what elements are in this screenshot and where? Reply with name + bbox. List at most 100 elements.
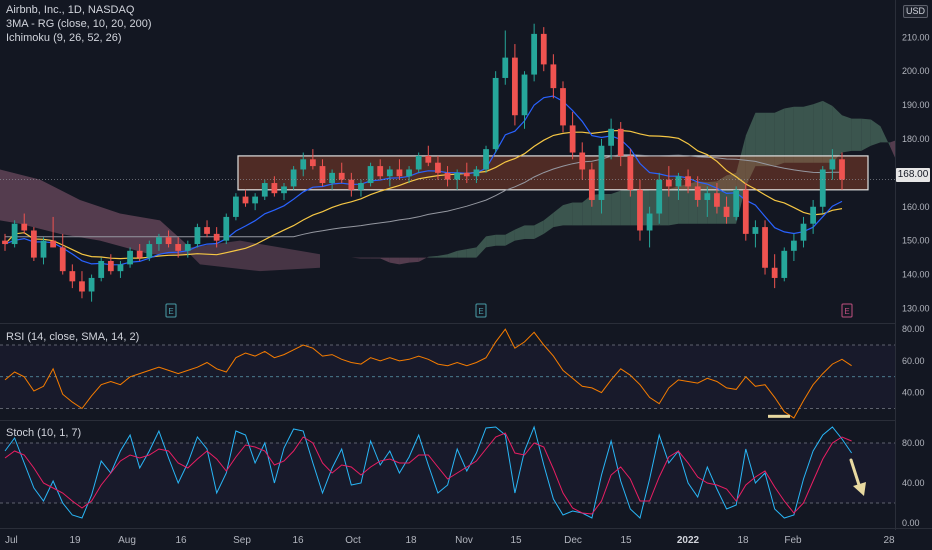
candle (781, 247, 788, 282)
candle-body (733, 189, 740, 217)
price-tick-label: 160.00 (902, 202, 930, 212)
earnings-marker-box (475, 303, 487, 318)
cloud-segment (351, 257, 361, 259)
cloud-segment (476, 236, 487, 258)
ma-legend[interactable]: 3MA - RG (close, 10, 20, 200) (6, 18, 152, 30)
earnings-marker: E (165, 303, 177, 318)
stoch-tick-label: 80.00 (902, 438, 925, 448)
candle-body (617, 128, 624, 156)
time-tick-label: 18 (737, 535, 749, 546)
time-tick-label: Feb (784, 535, 802, 546)
ichimoku-cloud (0, 100, 895, 272)
symbol-title[interactable]: Airbnb, Inc., 1D, NASDAQ (6, 4, 135, 16)
candle-body (473, 169, 480, 177)
candle-body (483, 149, 489, 170)
stoch-legend[interactable]: Stoch (10, 1, 7) (6, 427, 82, 439)
candle (242, 189, 249, 207)
time-tick-label: 16 (292, 535, 304, 546)
candle (463, 162, 470, 184)
cloud-segment (890, 140, 895, 158)
candle-body (771, 267, 778, 278)
price-tick-label: 140.00 (902, 270, 930, 280)
candle (69, 264, 76, 289)
stoch-tick-label: 40.00 (902, 478, 925, 488)
time-tick-label: 18 (405, 535, 417, 546)
candle-body (569, 125, 576, 153)
candle-body (233, 196, 239, 217)
candle-body (435, 162, 441, 173)
candle-body (338, 172, 345, 180)
candle-body (694, 186, 701, 200)
candle (98, 257, 105, 282)
currency-button[interactable]: USD (903, 5, 929, 18)
candle-body (136, 250, 143, 258)
candle-body (184, 244, 191, 251)
candle-body (107, 260, 114, 272)
candle (742, 183, 749, 241)
candle-body (819, 169, 826, 207)
rsi-tick-label: 40.00 (902, 388, 925, 398)
candle-body (146, 244, 153, 258)
cloud-segment (784, 106, 794, 163)
candle (50, 216, 56, 248)
candle-body (290, 169, 297, 187)
candle-body (69, 271, 76, 282)
candle (704, 186, 711, 217)
candle-body (11, 223, 18, 245)
candle-body (608, 128, 614, 146)
candle (839, 152, 845, 190)
candle (483, 145, 489, 173)
cloud-segment (332, 255, 342, 258)
candle (550, 54, 557, 99)
candle (165, 230, 172, 248)
cloud-segment (582, 194, 592, 226)
candle (819, 166, 826, 214)
candle (261, 179, 268, 200)
cloud-segment (303, 238, 313, 245)
time-tick-label: Sep (233, 535, 251, 546)
cloud-segment (678, 183, 689, 224)
cloud-segment (0, 169, 190, 255)
candle (2, 233, 8, 251)
price-tick-label: 210.00 (902, 32, 930, 42)
cloud-segment (832, 105, 842, 163)
candle (406, 166, 412, 184)
cloud-segment (745, 112, 756, 187)
ichimoku-legend[interactable]: Ichimoku (9, 26, 52, 26) (6, 32, 122, 44)
cloud-segment (190, 240, 320, 272)
candle-body (752, 227, 759, 234)
candle (598, 138, 605, 214)
arrow-head (853, 482, 866, 496)
cloud-segment (774, 108, 785, 167)
candle (502, 30, 509, 85)
time-tick-label: 2022 (677, 535, 700, 546)
candle-body (309, 159, 316, 167)
candle-body (637, 189, 643, 231)
candle (665, 166, 672, 197)
candle (300, 152, 307, 177)
candle (358, 179, 364, 197)
rsi-legend[interactable]: RSI (14, close, SMA, 14, 2) (6, 331, 140, 343)
candle-body (810, 206, 817, 224)
cloud-segment (591, 194, 602, 226)
candle (107, 254, 114, 275)
cloud-segment (360, 257, 371, 259)
candle-body (675, 176, 682, 187)
ma-fast-line (4, 95, 843, 266)
candle (40, 237, 47, 265)
candle-body (242, 196, 249, 204)
cloud-segment (312, 244, 323, 251)
cloud-segment (851, 118, 862, 151)
candle (435, 155, 441, 180)
arrow-shaft (849, 458, 862, 490)
candle (290, 166, 297, 190)
time-tick-label: Nov (455, 535, 473, 546)
candle (829, 149, 836, 180)
cloud-segment (389, 257, 400, 265)
candle-body (704, 193, 711, 200)
time-tick-label: Oct (345, 535, 361, 546)
earnings-marker-box (165, 303, 177, 318)
candle-body (21, 223, 28, 231)
